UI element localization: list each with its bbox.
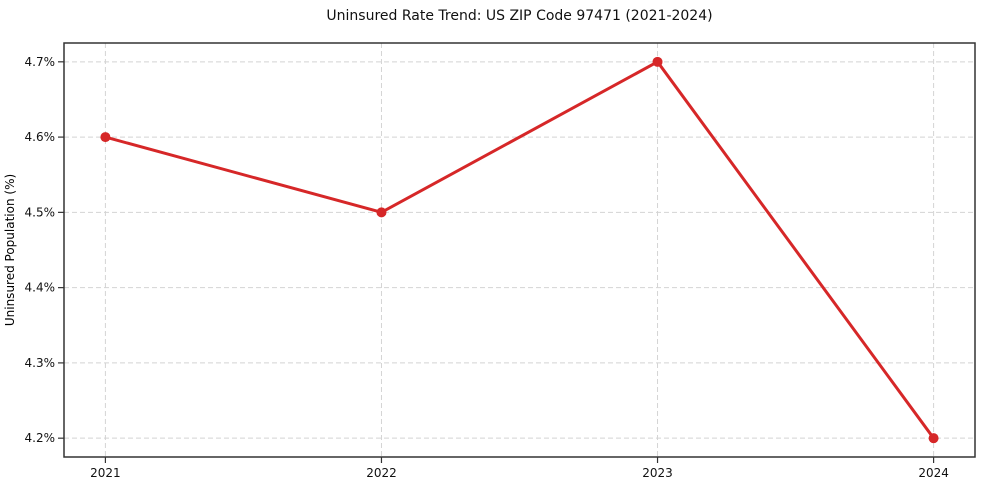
trend-line — [103, 60, 936, 440]
y-axis-label: Uninsured Population (%) — [3, 174, 17, 326]
y-tick-label: 4.6% — [25, 130, 56, 144]
x-tick-label: 2022 — [366, 466, 397, 480]
plot-border — [63, 42, 976, 458]
x-tick-label: 2021 — [90, 466, 121, 480]
data-point — [100, 132, 111, 143]
data-point — [928, 433, 939, 444]
x-tick-label: 2023 — [642, 466, 673, 480]
y-tick-label: 4.7% — [25, 55, 56, 69]
y-tick-label: 4.3% — [25, 356, 56, 370]
x-tick-label: 2024 — [918, 466, 949, 480]
data-point — [376, 207, 387, 218]
chart-title: Uninsured Rate Trend: US ZIP Code 97471 … — [326, 8, 713, 24]
y-tick-label: 4.2% — [25, 431, 56, 445]
y-tick-label: 4.4% — [25, 281, 56, 295]
y-tick-label: 4.5% — [25, 205, 56, 219]
data-point — [652, 56, 663, 67]
